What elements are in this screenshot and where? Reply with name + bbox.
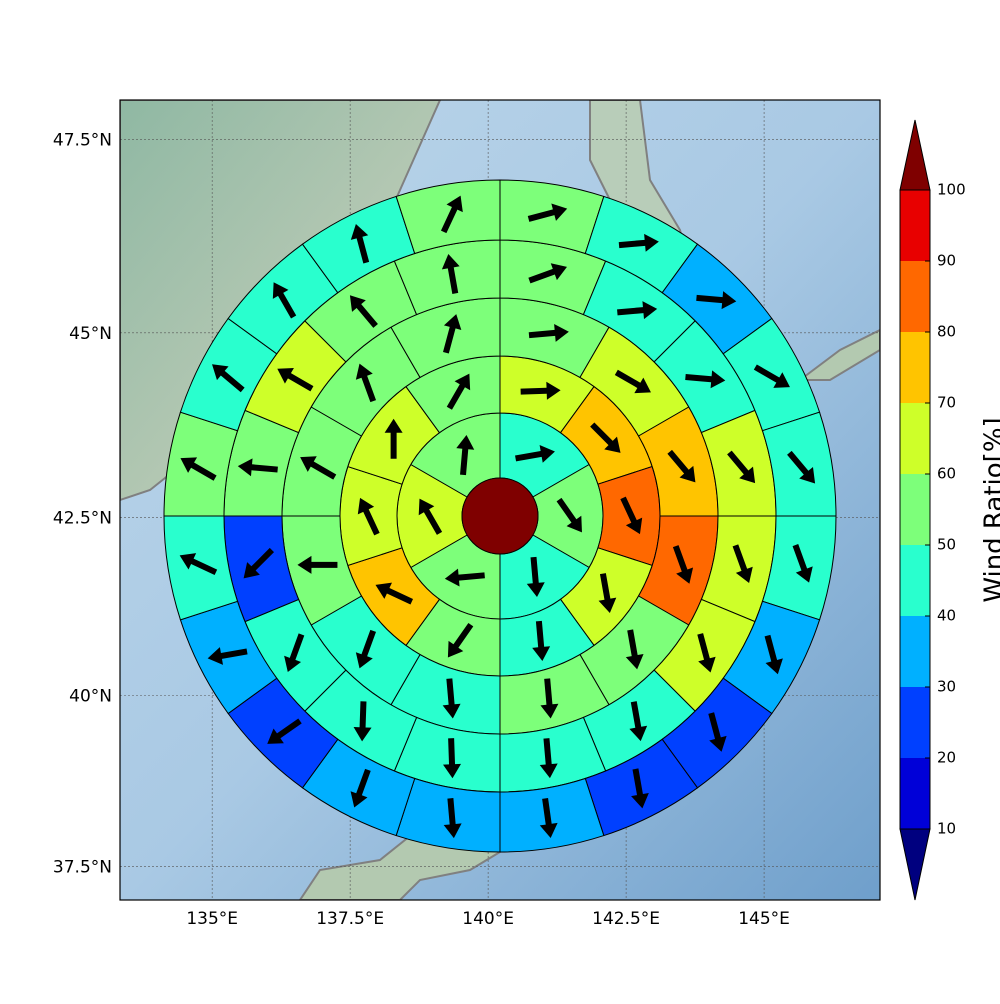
colorbar-tick-label: 80 <box>937 323 956 341</box>
colorbar-label: Wind Ratio[%] <box>980 417 1000 602</box>
colorbar-tick-label: 40 <box>937 607 956 625</box>
colorbar: 10 20 30 40 50 60 70 80 90 100 Wind Ratio[%] <box>900 120 1000 900</box>
x-tick-label: 142.5°E <box>592 909 660 929</box>
y-tick-label: 40°N <box>69 686 112 706</box>
colorbar-segment <box>900 758 930 829</box>
y-tick-label: 37.5°N <box>53 857 112 877</box>
colorbar-segment <box>900 616 930 687</box>
y-tick-label: 45°N <box>69 324 112 344</box>
colorbar-tick-label: 30 <box>937 678 956 696</box>
colorbar-segment <box>900 687 930 758</box>
colorbar-segment <box>900 332 930 403</box>
colorbar-segment <box>900 474 930 545</box>
colorbar-segment <box>900 190 930 261</box>
colorbar-tick-label: 90 <box>937 252 956 270</box>
x-tick-label: 145°E <box>738 909 790 929</box>
colorbar-tick-label: 70 <box>937 394 956 412</box>
x-tick-label: 135°E <box>186 909 238 929</box>
colorbar-segment <box>900 403 930 474</box>
y-tick-label: 42.5°N <box>53 509 112 529</box>
colorbar-over <box>900 120 930 190</box>
y-tick-label: 47.5°N <box>53 131 112 151</box>
colorbar-tick-label: 50 <box>937 536 956 554</box>
colorbar-segment <box>900 545 930 616</box>
colorbar-tick-label: 60 <box>937 465 956 483</box>
x-tick-label: 140°E <box>462 909 514 929</box>
center-cell <box>462 478 538 554</box>
colorbar-under <box>900 829 930 900</box>
colorbar-tick-label: 100 <box>937 181 966 199</box>
x-tick-label: 137.5°E <box>316 909 384 929</box>
colorbar-tick-label: 20 <box>937 749 956 767</box>
sectors <box>164 180 836 852</box>
colorbar-tick-label: 10 <box>937 820 956 838</box>
colorbar-segment <box>900 261 930 332</box>
